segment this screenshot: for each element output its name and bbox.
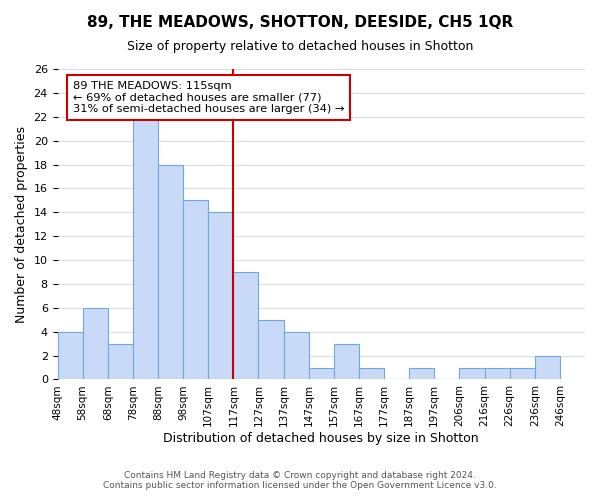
Bar — [359, 368, 384, 380]
Bar — [108, 344, 133, 380]
Bar — [183, 200, 208, 380]
Bar — [83, 308, 108, 380]
Text: Contains HM Land Registry data © Crown copyright and database right 2024.
Contai: Contains HM Land Registry data © Crown c… — [103, 470, 497, 490]
Bar — [409, 368, 434, 380]
X-axis label: Distribution of detached houses by size in Shotton: Distribution of detached houses by size … — [163, 432, 479, 445]
Bar — [509, 368, 535, 380]
Bar — [259, 320, 284, 380]
Y-axis label: Number of detached properties: Number of detached properties — [15, 126, 28, 322]
Bar — [309, 368, 334, 380]
Bar — [460, 368, 485, 380]
Bar — [158, 164, 183, 380]
Bar — [233, 272, 259, 380]
Bar — [133, 117, 158, 380]
Text: 89 THE MEADOWS: 115sqm
← 69% of detached houses are smaller (77)
31% of semi-det: 89 THE MEADOWS: 115sqm ← 69% of detached… — [73, 81, 344, 114]
Bar — [208, 212, 233, 380]
Bar — [58, 332, 83, 380]
Bar — [284, 332, 309, 380]
Bar — [485, 368, 509, 380]
Bar — [535, 356, 560, 380]
Text: Size of property relative to detached houses in Shotton: Size of property relative to detached ho… — [127, 40, 473, 53]
Text: 89, THE MEADOWS, SHOTTON, DEESIDE, CH5 1QR: 89, THE MEADOWS, SHOTTON, DEESIDE, CH5 1… — [87, 15, 513, 30]
Bar — [334, 344, 359, 380]
